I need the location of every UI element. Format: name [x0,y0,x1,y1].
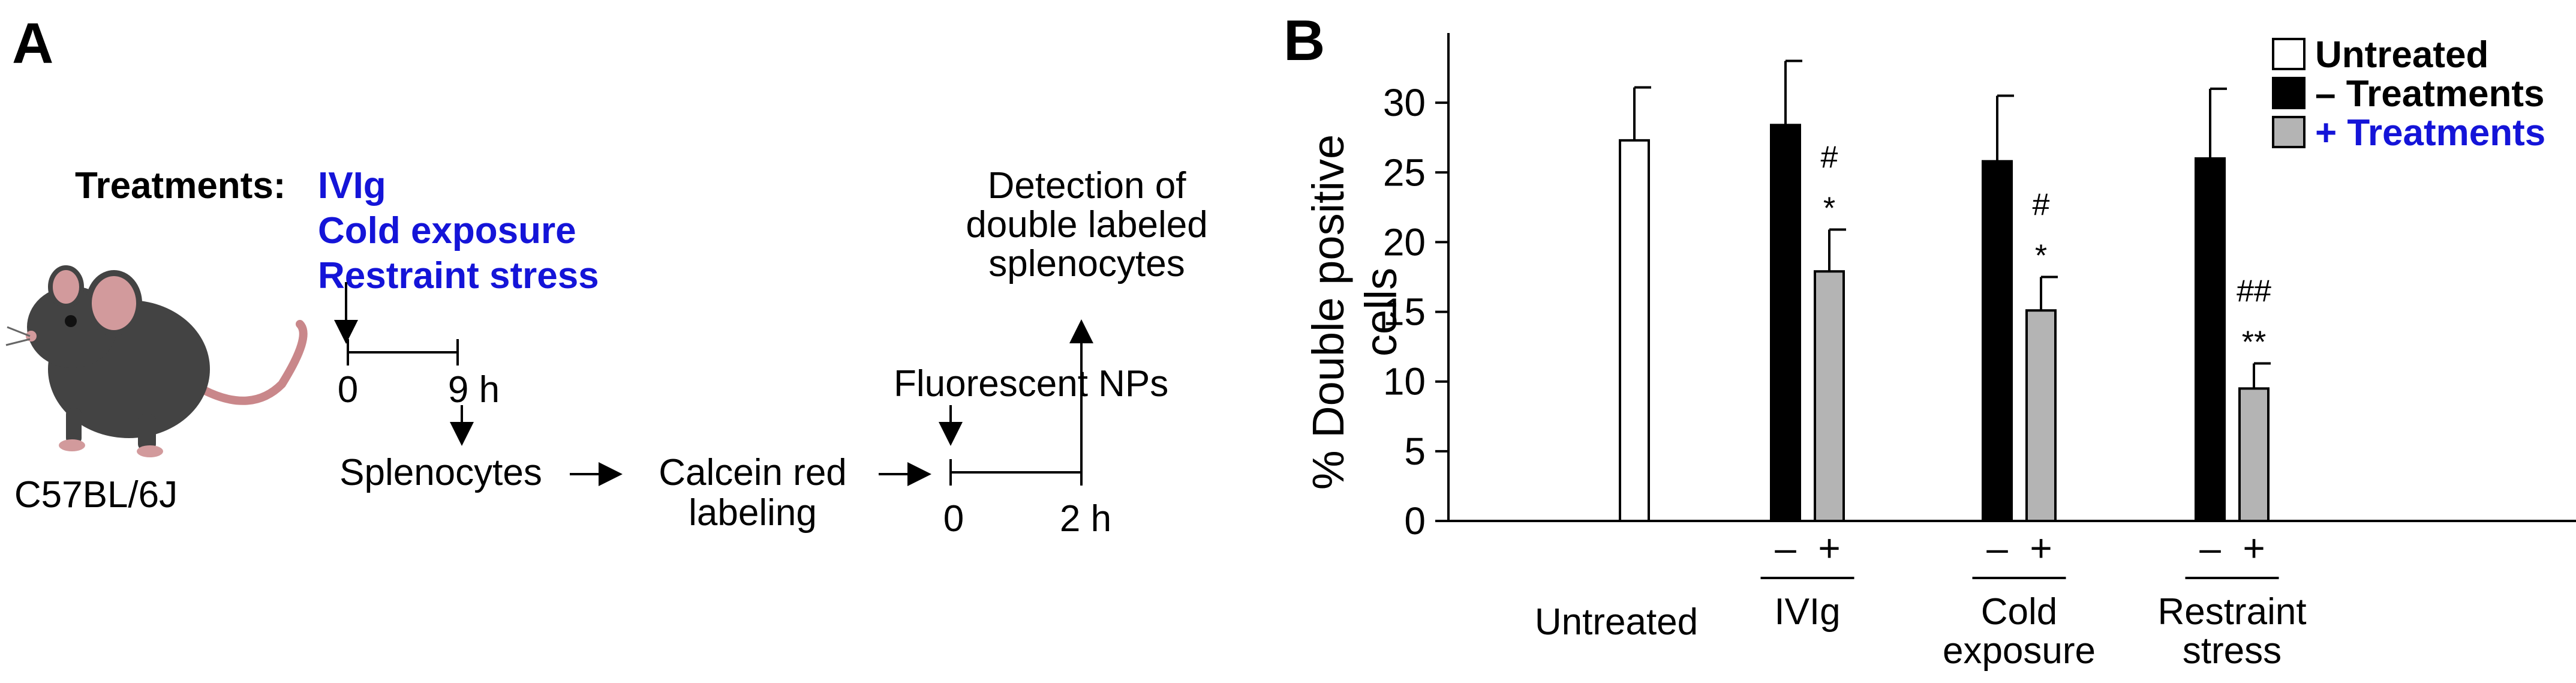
minus-sign: – [2199,526,2221,570]
detection-line2: double labeled [966,204,1207,245]
legend-swatch-plus-treatments [2272,116,2306,148]
y-ticks: 0 5 10 15 20 25 30 [1383,81,1448,543]
x-group-label: Restraint [2157,591,2306,633]
treatment-restraint-stress: Restraint stress [318,255,599,296]
legend-label-minus-treatments: – Treatments [2315,73,2545,115]
plus-sign: + [2243,526,2265,570]
timeline1-start: 0 [338,369,358,411]
treatment-ivig: IVIg [318,165,386,206]
y-tick-label: 25 [1383,151,1426,194]
treatments-label: Treatments: [75,165,285,206]
bar [1770,124,1801,522]
step-splenocytes: Splenocytes [339,452,542,493]
y-tick-label: 10 [1383,360,1426,403]
x-group-label: stress [2183,630,2282,672]
legend-label-plus-treatments: + Treatments [2315,112,2545,154]
significance-marker: ** [2242,325,2266,360]
fluorescent-nps-label: Fluorescent NPs [894,363,1168,405]
y-tick-label: 0 [1404,499,1426,543]
legend-swatch-minus-treatments [2272,77,2306,109]
detection-line1: Detection of [988,165,1187,206]
detection-line3: splenocytes [988,243,1185,284]
treatment-cold-exposure: Cold exposure [318,210,576,251]
step-labeling-line2: labeling [689,492,817,534]
bar [2195,157,2226,522]
significance-marker: # [2033,188,2050,223]
significance-marker: * [2035,239,2047,274]
y-tick-label: 15 [1383,290,1426,334]
chart-bars: * # * # ** ## [1619,59,2271,523]
plus-sign: + [2030,526,2052,570]
legend: Untreated – Treatments + Treatments [2272,34,2545,154]
timeline1-end: 9 h [448,369,500,411]
x-group-label: Cold [1981,591,2058,633]
mouse-icon [5,265,308,457]
bar [2238,387,2270,522]
significance-marker: # [1821,140,1838,175]
x-group-label: IVIg [1774,591,1840,633]
y-axis-label-line1: % Double positive [1303,134,1353,490]
x-group-label: exposure [1943,630,2096,672]
bar [2025,309,2057,523]
timeline2-end: 2 h [1060,498,1111,540]
minus-sign: – [1775,526,1796,570]
step-labeling-line1: Calcein red [659,452,847,493]
panel-a: A Treatments: IVIg Cold exposure Restrai… [5,11,1208,540]
y-tick-label: 5 [1404,430,1426,473]
y-tick-label: 30 [1383,81,1426,124]
panel-b: B % Double positive cells 0 5 10 15 20 25 30 *… [1284,8,2576,672]
panel-a-letter: A [12,11,53,76]
bar [1982,160,2013,522]
bar [1814,270,1845,522]
bar [1619,139,1650,523]
panel-b-letter: B [1284,8,1325,73]
legend-label-untreated: Untreated [2315,34,2488,76]
minus-sign: – [1986,526,2008,570]
x-group-label: Untreated [1535,601,1698,643]
legend-swatch-untreated [2272,38,2306,70]
y-axis-label-line2: cells [1356,268,1406,357]
significance-marker: * [1823,191,1835,226]
y-tick-label: 20 [1383,220,1426,263]
significance-marker: ## [2237,274,2271,309]
mouse-strain-label: C57BL/6J [14,474,178,516]
plus-sign: + [1818,526,1840,570]
timeline2-start: 0 [943,498,964,540]
